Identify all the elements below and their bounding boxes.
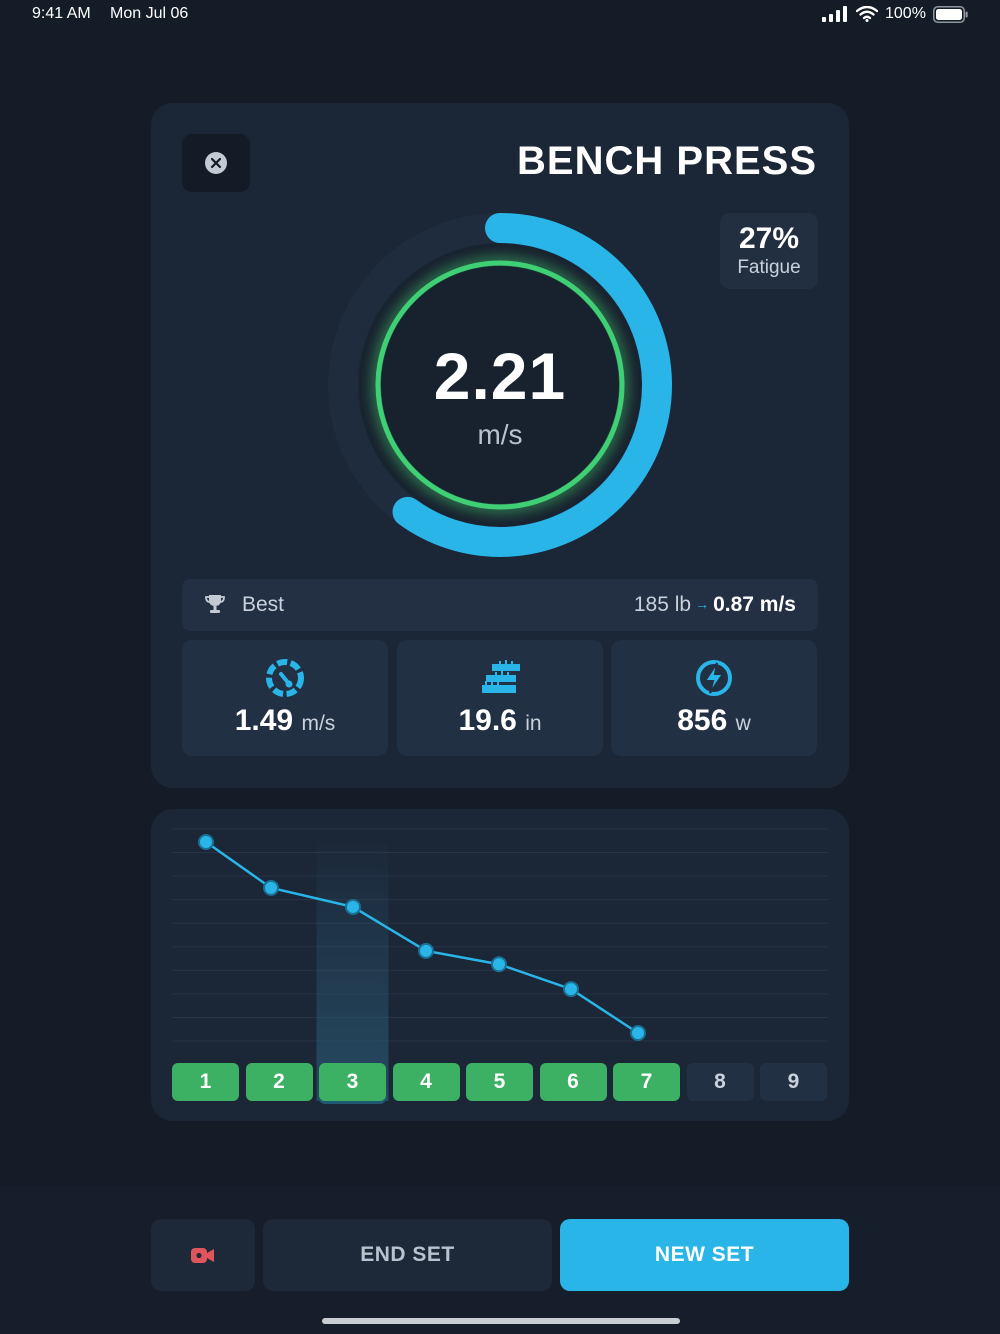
best-weight: 185 lb	[633, 593, 692, 616]
rep-button-9[interactable]: 9	[760, 1063, 827, 1101]
stat-range-of-motion: 19.6 in	[397, 640, 603, 756]
lightning-icon	[611, 657, 817, 699]
rep-velocity-chart	[172, 828, 828, 1101]
rep-button-2[interactable]: 2	[245, 1063, 313, 1101]
best-record: Best 185 lb → 0.87 m/s	[182, 579, 818, 631]
selected-rep-highlight	[316, 845, 389, 1101]
stat-power-value: 856 w	[677, 704, 751, 737]
best-label: Best	[242, 593, 285, 616]
rep-button-3[interactable]: 3	[319, 1063, 386, 1101]
home-indicator	[322, 1318, 680, 1324]
stat-power: 856 w	[611, 640, 817, 756]
rep-point	[491, 956, 507, 973]
rep-button-1[interactable]: 1	[172, 1063, 239, 1101]
rep-point	[563, 981, 579, 998]
rep-point	[263, 879, 279, 896]
rep-point	[630, 1025, 646, 1041]
rep-point	[345, 898, 361, 915]
speedometer-icon	[182, 657, 388, 699]
fatigue-value: 27%	[738, 222, 800, 255]
velocity-gauge	[328, 213, 672, 557]
best-value: 185 lb → 0.87 m/s	[634, 593, 796, 617]
exercise-title: BENCH PRESS	[517, 139, 817, 183]
exercise-card: BENCH PRESS 27% Fatigue 2.21 m/s Best	[151, 103, 849, 788]
status-date: Mon Jul 06	[110, 5, 189, 22]
cellular-signal-icon	[822, 6, 848, 27]
new-set-button[interactable]: NEW SET	[560, 1219, 849, 1291]
trophy-icon	[204, 593, 226, 620]
ruler-icon	[397, 657, 603, 699]
gauge-ring	[375, 260, 625, 510]
video-camera-icon	[191, 1248, 214, 1263]
rep-button-6[interactable]: 6	[539, 1063, 607, 1101]
battery-percent: 100%	[885, 5, 926, 22]
gauge-center	[381, 266, 619, 504]
close-button[interactable]	[182, 134, 250, 192]
rep-point	[198, 834, 214, 850]
best-arrow: →	[695, 596, 710, 612]
rep-button-8[interactable]: 8	[686, 1063, 754, 1101]
rep-button-5[interactable]: 5	[466, 1063, 533, 1101]
velocity-line	[205, 840, 639, 1035]
rep-point	[418, 942, 434, 959]
stat-peak-velocity-value: 1.49 m/s	[234, 704, 336, 737]
status-bar: 9:41 AM Mon Jul 06 100%	[0, 0, 1000, 30]
stat-peak-velocity: 1.49 m/s	[182, 640, 388, 756]
wifi-icon	[855, 5, 879, 27]
rep-button-4[interactable]: 4	[392, 1063, 460, 1101]
video-button[interactable]	[151, 1219, 255, 1291]
battery-icon	[933, 6, 969, 28]
stat-range-of-motion-value: 19.6 in	[458, 704, 542, 737]
fatigue-badge: 27% Fatigue	[720, 213, 818, 289]
gauge-progress-arc	[328, 213, 672, 557]
rep-button-7[interactable]: 7	[613, 1063, 680, 1101]
close-icon	[205, 152, 227, 174]
status-time: 9:41 AM	[32, 5, 91, 22]
best-velocity: 0.87 m/s	[713, 593, 796, 616]
velocity-unit: m/s	[477, 419, 523, 450]
fatigue-label: Fatigue	[737, 257, 801, 278]
velocity-value: 2.21	[433, 339, 567, 413]
end-set-button[interactable]: END SET	[263, 1219, 552, 1291]
